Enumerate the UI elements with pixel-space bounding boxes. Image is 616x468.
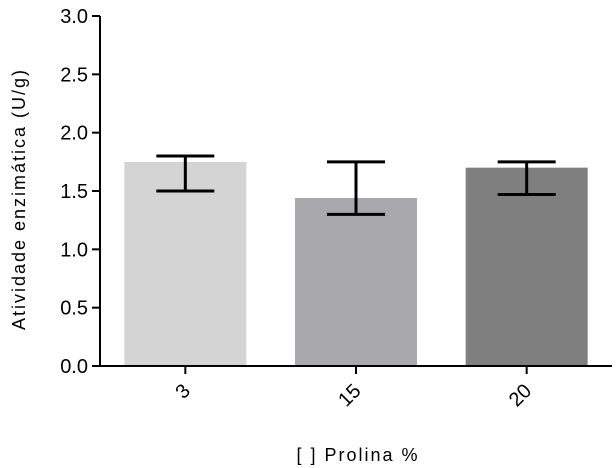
y-tick-label-1.5: 1.5 (60, 181, 88, 203)
x-tick-label-20: 20 (505, 380, 536, 411)
y-tick-label-1.0: 1.0 (60, 239, 88, 261)
y-ticks-group: 0.0 0.5 1.0 1.5 2.0 2.5 3.0 (60, 6, 100, 378)
y-tick-label-3.0: 3.0 (60, 6, 88, 28)
x-axis-label: [ ] Prolina % (296, 445, 419, 465)
x-tick-label-3: 3 (171, 380, 194, 403)
y-axis-label: Atividade enzimática (U/g) (9, 68, 29, 330)
error-bar-15 (327, 160, 385, 216)
y-tick-label-2.5: 2.5 (60, 64, 88, 86)
error-bar-3 (156, 154, 215, 193)
y-tick-label-2.0: 2.0 (60, 123, 88, 145)
bar-20 (465, 167, 588, 366)
y-tick-label-0.5: 0.5 (60, 298, 88, 320)
x-tick-label-15: 15 (334, 380, 365, 411)
error-bars-group (156, 154, 556, 216)
y-tick-label-0.0: 0.0 (60, 356, 88, 378)
error-bar-20 (497, 160, 556, 196)
bar-3 (124, 161, 247, 366)
x-ticks-group: 3 15 20 (171, 366, 536, 411)
bar-15 (295, 198, 417, 366)
bars-group (124, 161, 588, 366)
